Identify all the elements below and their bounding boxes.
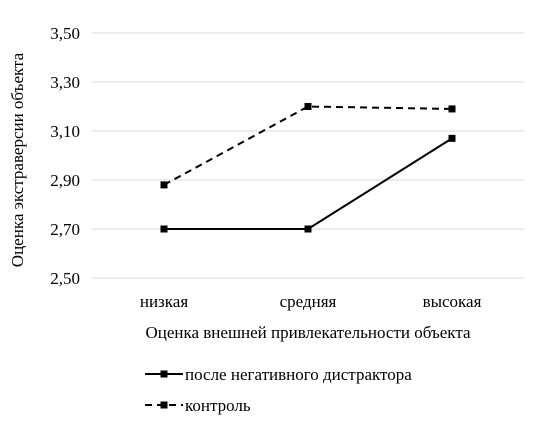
- data-point: [304, 103, 312, 110]
- legend: после негативного дистрактора контроль: [145, 365, 412, 415]
- x-tick-label: высокая: [423, 292, 482, 311]
- y-axis-title: Оценка экстраверсии объекта: [8, 52, 27, 267]
- series-lines: [160, 103, 456, 233]
- gridlines: [92, 32, 524, 279]
- legend-item-series-2: контроль: [145, 396, 251, 415]
- x-axis-title: Оценка внешней привлекательности объекта: [145, 323, 470, 342]
- y-tick-label: 2,50: [50, 269, 80, 288]
- y-tick-label: 2,70: [50, 220, 80, 239]
- y-tick-labels: 2,50 2,70 2,90 3,10 3,30 3,50: [50, 24, 80, 288]
- y-tick-label: 3,50: [50, 24, 80, 43]
- x-tick-label: средняя: [280, 292, 337, 311]
- x-tick-labels: низкая средняя высокая: [140, 292, 482, 311]
- data-point: [160, 225, 168, 233]
- series-line-1: [164, 137, 453, 230]
- legend-marker-series-1: [160, 370, 168, 378]
- legend-item-series-1: после негативного дистрактора: [145, 365, 412, 384]
- legend-label-series-2: контроль: [185, 396, 251, 415]
- series-line-2: [163, 105, 453, 186]
- x-tick-label: низкая: [140, 292, 188, 311]
- y-tick-label: 3,30: [50, 73, 80, 92]
- data-point: [448, 134, 456, 142]
- y-tick-label: 3,10: [50, 122, 80, 141]
- data-point: [304, 225, 312, 233]
- legend-marker-series-2: [160, 401, 168, 409]
- y-tick-label: 2,90: [50, 171, 80, 190]
- data-point: [448, 105, 456, 113]
- data-point: [160, 181, 168, 189]
- legend-label-series-1: после негативного дистрактора: [185, 365, 412, 384]
